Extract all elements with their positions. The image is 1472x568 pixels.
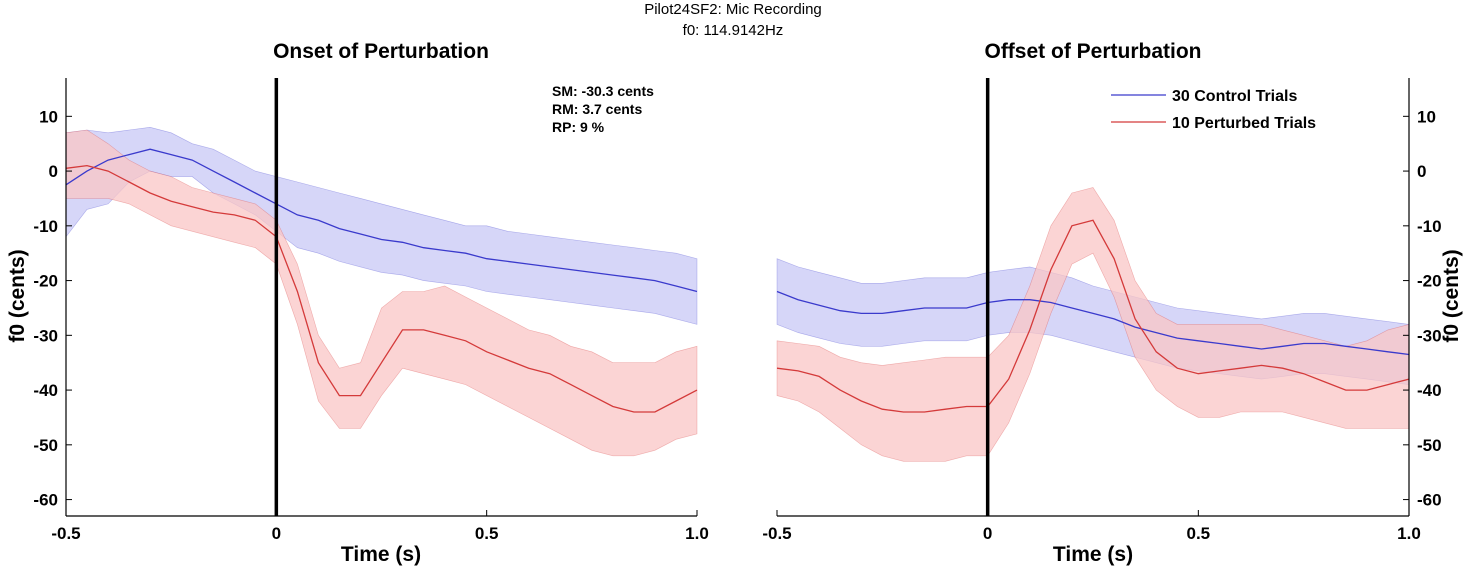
band-control	[65, 126, 698, 325]
y-tick-label: -50	[33, 436, 58, 455]
y-tick-label: 0	[1417, 162, 1426, 181]
x-tick-label: 0	[272, 524, 281, 543]
y-tick-label: 0	[49, 162, 58, 181]
x-tick-label: 0	[983, 524, 992, 543]
y-tick-label: -20	[33, 272, 58, 291]
y-tick-label: -40	[1417, 381, 1442, 400]
offset-x-axis-label: Time (s)	[1053, 543, 1133, 566]
legend: 30 Control Trials 10 Perturbed Trials	[1111, 88, 1316, 132]
x-tick-label: 0.5	[475, 524, 499, 543]
x-tick-label: 1.0	[685, 524, 709, 543]
offset-panel: Offset of Perturbation -0.5 0 0.5 1.0 10 0 -10…	[762, 40, 1463, 566]
legend-label-control: 30 Control Trials	[1172, 88, 1297, 105]
y-tick-label: -10	[1417, 217, 1442, 236]
x-tick-label: -0.5	[762, 524, 791, 543]
onset-panel-title: Onset of Perturbation	[273, 40, 489, 63]
y-tick-label: -40	[33, 381, 58, 400]
y-tick-label: -10	[33, 217, 58, 236]
y-tick-label: -30	[33, 326, 58, 345]
y-tick-label: -60	[1417, 491, 1442, 510]
stat-sm: SM: -30.3 cents	[552, 83, 654, 99]
figure-title-line2: f0: 114.9142Hz	[683, 22, 784, 39]
series-line-perturbed	[65, 164, 698, 413]
offset-panel-title: Offset of Perturbation	[984, 40, 1201, 63]
onset-y-axis-label: f0 (cents)	[6, 249, 29, 342]
y-tick-label: 10	[1417, 107, 1436, 126]
offset-plot-area: -0.5 0 0.5 1.0 10 0 -10 -20 -30 -40 -50 -60	[762, 78, 1442, 543]
y-tick-label: -20	[1417, 272, 1442, 291]
offset-y-axis-label: f0 (cents)	[1440, 249, 1463, 342]
x-tick-label: 1.0	[1397, 524, 1421, 543]
y-tick-label: -50	[1417, 436, 1442, 455]
onset-plot-area: -0.5 0 0.5 1.0 10 0 -10 -20 -30 -40 -50 -60	[33, 78, 709, 543]
series-line-control	[776, 290, 1410, 356]
series-line-control	[65, 148, 698, 293]
onset-panel: Onset of Perturbation -0.5 0 0.5 1.0100-10-…	[6, 40, 709, 566]
band-perturbed	[65, 129, 698, 457]
x-tick-label: 0.5	[1187, 524, 1211, 543]
onset-x-axis-label: Time (s)	[341, 543, 421, 566]
stat-rm: RM: 3.7 cents	[552, 101, 642, 117]
y-tick-label: 10	[39, 107, 58, 126]
stat-rp: RP: 9 %	[552, 119, 605, 135]
x-tick-label: -0.5	[51, 524, 80, 543]
legend-label-perturbed: 10 Perturbed Trials	[1172, 115, 1316, 132]
series-line-perturbed	[776, 219, 1410, 413]
y-tick-label: -30	[1417, 326, 1442, 345]
figure-title-line1: Pilot24SF2: Mic Recording	[644, 1, 822, 18]
y-tick-label: -60	[33, 491, 58, 510]
